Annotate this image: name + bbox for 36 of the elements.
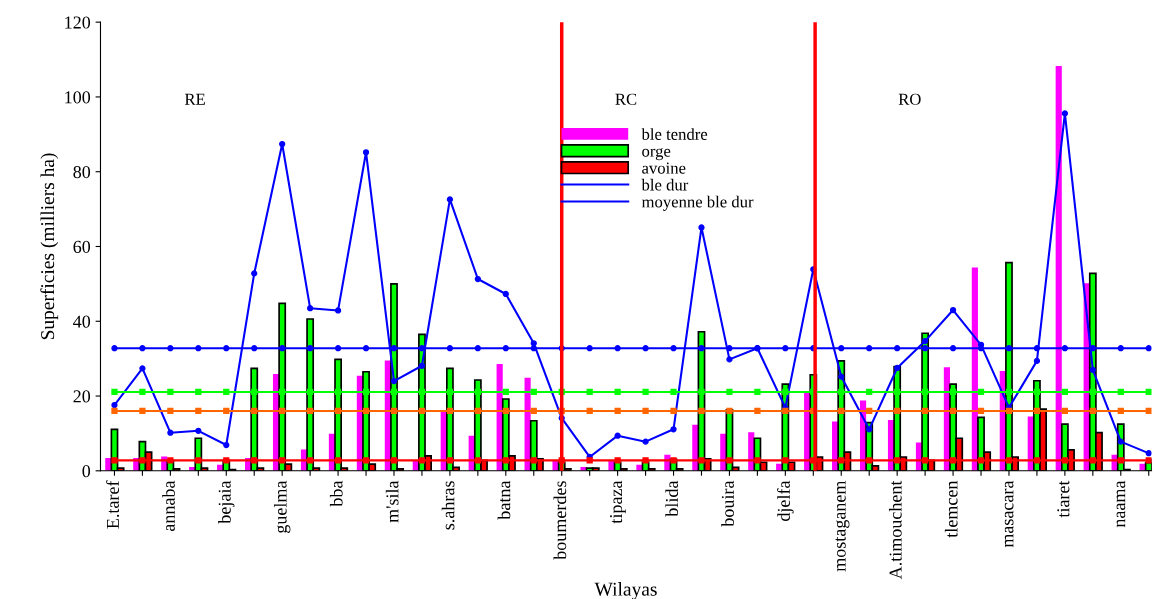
y-axis-title: Superficies (milliers ha) bbox=[40, 153, 59, 340]
x-tick-label: E.taref bbox=[106, 480, 120, 529]
x-tick-label: mostaganem bbox=[835, 480, 850, 572]
y-tick-label: 80 bbox=[73, 165, 91, 179]
x-tick-label: bouira bbox=[721, 480, 734, 527]
x-tick-label: batna bbox=[497, 480, 511, 520]
legend-label: avoine bbox=[642, 162, 686, 174]
x-tick-label: A.timouchent bbox=[888, 480, 902, 580]
x-tick-label: bejaia bbox=[218, 480, 235, 524]
y-tick-label: 60 bbox=[73, 240, 91, 253]
legend-label: orge bbox=[642, 148, 671, 161]
x-tick-label: s.ahras bbox=[441, 481, 455, 530]
x-tick-label: djelfa bbox=[777, 480, 794, 521]
annotation: RC bbox=[615, 93, 637, 105]
legend-label: ble dur bbox=[641, 178, 689, 191]
y-tick-label: 20 bbox=[73, 390, 91, 403]
x-tick-label: boumerdes bbox=[553, 481, 567, 560]
y-tick-label: 0 bbox=[82, 465, 91, 478]
legend-label: moyenne ble dur bbox=[641, 195, 754, 211]
x-axis-title: Wilayas bbox=[594, 582, 657, 599]
x-tick-label: blida bbox=[665, 480, 679, 517]
x-tick-label: tipaza bbox=[610, 480, 626, 524]
annotation: RO bbox=[898, 93, 921, 105]
x-tick-label: tiaret bbox=[1057, 480, 1070, 518]
legend-label: ble tendre bbox=[641, 128, 708, 140]
x-tick-label: annaba bbox=[162, 480, 175, 532]
y-tick-label: 100 bbox=[65, 91, 91, 104]
x-tick-label: bba bbox=[329, 480, 343, 507]
x-tick-label: naama bbox=[1116, 480, 1126, 528]
x-tick-label: m'sila bbox=[385, 480, 399, 523]
x-tick-label: guelma bbox=[273, 480, 291, 533]
y-tick-label: 120 bbox=[65, 16, 91, 29]
y-tick-label: 40 bbox=[73, 315, 91, 328]
x-tick-label: tlemcen bbox=[944, 480, 958, 538]
annotation: RE bbox=[184, 93, 205, 105]
x-tick-label: masacara bbox=[1004, 480, 1014, 548]
